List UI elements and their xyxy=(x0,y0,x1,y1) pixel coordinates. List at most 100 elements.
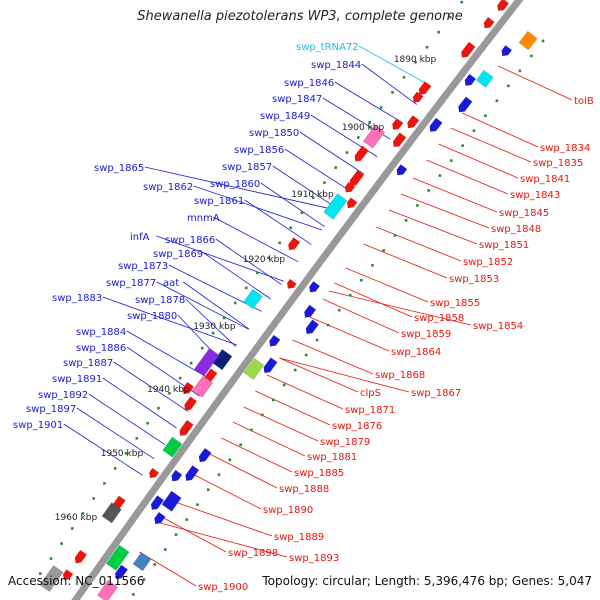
leader-line xyxy=(322,298,400,334)
tick-group: 1890 kbp 1900 kbp 1910 kbp 1920 kbp 1930 kbp… xyxy=(55,55,437,523)
gene-block xyxy=(193,347,220,377)
leader-line xyxy=(345,267,429,303)
leader-line xyxy=(160,522,288,558)
gene-arrow xyxy=(269,334,281,347)
gene-label-left: swp_1883 xyxy=(52,293,102,304)
guide-dot xyxy=(244,286,248,290)
leader-line xyxy=(244,199,312,245)
feature-group xyxy=(38,0,545,600)
gene-arrow xyxy=(149,467,159,479)
leader-line xyxy=(243,406,319,442)
gene-arrow xyxy=(418,81,432,95)
gene-label-right: swp_1864 xyxy=(391,347,441,358)
tick-label: 1890 kbp xyxy=(394,55,437,65)
guide-dot xyxy=(404,219,408,222)
gene-arrow xyxy=(115,564,128,580)
guide-dot xyxy=(507,84,510,88)
guide-dot xyxy=(382,249,385,252)
leader-line xyxy=(102,296,238,346)
guide-dot xyxy=(427,189,430,192)
leader-line xyxy=(213,216,299,263)
guide-dot xyxy=(124,452,128,455)
gene-arrow xyxy=(429,117,443,132)
leader-line xyxy=(126,330,212,381)
guide-dot xyxy=(334,166,338,169)
leader-line xyxy=(221,437,293,473)
gene-label-right: swp_1867 xyxy=(411,388,461,399)
gene-label-right: swp_1881 xyxy=(307,452,357,463)
guide-dot xyxy=(541,39,545,43)
gene-label-left: swp_1892 xyxy=(38,390,88,401)
guide-dot xyxy=(222,316,226,320)
leader-line xyxy=(438,143,519,179)
right-label-group: tolB swp_1834 swp_1835 swp_1841 swp_1843 swp_… xyxy=(139,65,594,593)
guide-dot xyxy=(448,15,452,19)
guide-dot xyxy=(326,323,330,327)
gene-label-right: swp_1868 xyxy=(375,370,425,381)
tick-label: 1900 kbp xyxy=(342,123,385,133)
guide-dot xyxy=(393,234,397,237)
guide-dot xyxy=(113,467,117,470)
gene-arrow xyxy=(171,470,183,482)
gene-label-right: swp_1885 xyxy=(294,468,344,479)
leader-line xyxy=(113,361,189,412)
gene-label-right: swp_1853 xyxy=(449,274,499,285)
leader-line xyxy=(156,235,285,282)
gene-block xyxy=(243,288,263,310)
leader-line xyxy=(63,423,143,476)
gene-label-left: swp_1865 xyxy=(94,163,144,174)
guide-dot xyxy=(211,331,215,335)
leader-line xyxy=(260,182,325,227)
leader-line xyxy=(255,390,331,426)
gene-label-right: swp_1851 xyxy=(479,240,529,251)
tick-label: 1940 kbp xyxy=(147,385,190,395)
guide-dot xyxy=(206,488,210,491)
leader-line xyxy=(328,290,472,326)
gene-arrow xyxy=(458,96,473,113)
guide-dot xyxy=(345,151,349,154)
gene-label-left: swp_1847 xyxy=(272,94,322,105)
leader-line xyxy=(334,282,413,318)
leader-line xyxy=(376,226,462,262)
guide-dot xyxy=(38,572,42,575)
gene-label-right: swp_1852 xyxy=(463,257,513,268)
gene-label-left: swp_1873 xyxy=(118,261,168,272)
gene-label-left: swp_1844 xyxy=(311,60,361,71)
gene-label-left: aat xyxy=(163,278,179,289)
guide-dot xyxy=(200,346,204,350)
gene-label-left: mnmA xyxy=(187,213,220,224)
guide-dot xyxy=(289,226,293,230)
gene-arrow xyxy=(179,420,194,436)
gene-arrow xyxy=(304,304,316,318)
gene-block xyxy=(132,551,152,572)
gene-label-left: swp_1860 xyxy=(210,179,260,190)
guide-dot xyxy=(425,45,429,49)
leader-line xyxy=(497,65,573,101)
tick-label: 1930 kbp xyxy=(193,322,236,332)
gene-block xyxy=(475,69,494,88)
guide-dot xyxy=(271,398,275,402)
leader-line xyxy=(334,81,403,124)
gene-arrow xyxy=(347,197,358,209)
guide-dot xyxy=(103,482,106,485)
gene-block xyxy=(192,375,214,398)
guide-dot xyxy=(315,338,319,342)
gene-label-left: swp_1887 xyxy=(63,358,113,369)
guide-dot xyxy=(461,144,464,147)
gene-label-left: swp_1866 xyxy=(165,235,215,246)
gene-arrow xyxy=(483,17,495,29)
guide-dot xyxy=(135,437,139,440)
gene-block xyxy=(323,193,348,220)
leader-line xyxy=(279,357,359,393)
leader-line xyxy=(76,407,155,460)
guide-dot xyxy=(438,174,442,177)
gene-label-left: infA xyxy=(130,232,150,243)
gene-label-right: swp_1859 xyxy=(401,329,451,340)
leader-line xyxy=(193,185,323,231)
guide-dot xyxy=(217,473,221,477)
gene-arrow xyxy=(461,41,476,58)
guide-dot xyxy=(391,91,394,94)
backbone-line xyxy=(71,0,524,600)
guide-dot xyxy=(371,263,374,267)
